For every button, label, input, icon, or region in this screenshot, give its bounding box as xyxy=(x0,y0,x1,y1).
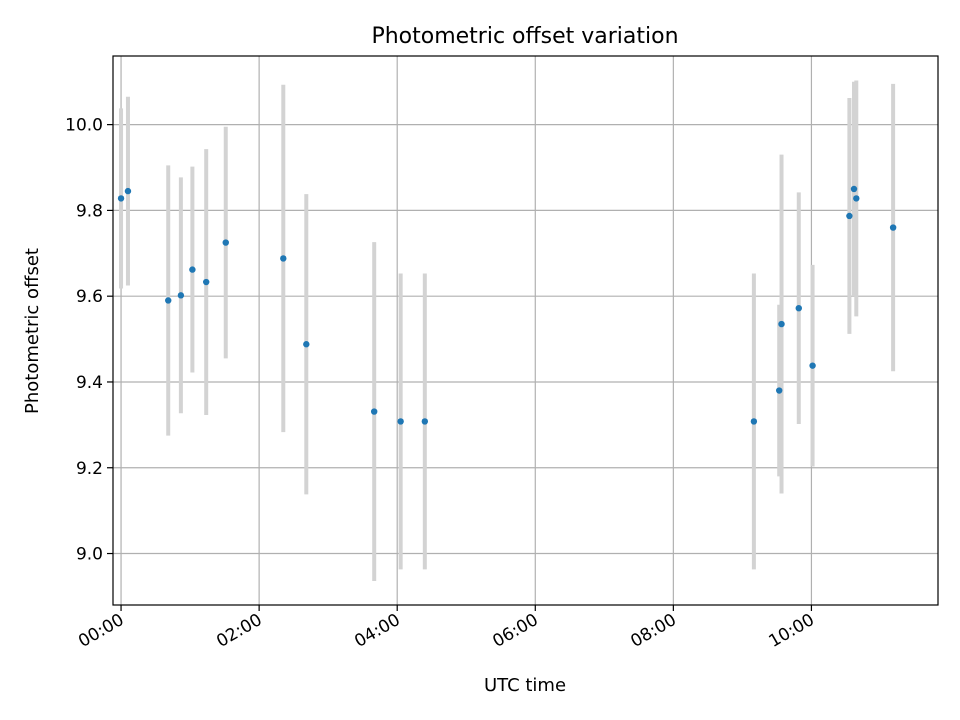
data-point xyxy=(303,341,310,348)
data-point xyxy=(124,187,132,195)
data-point xyxy=(203,278,210,286)
y-tick-label: 9.2 xyxy=(76,459,103,479)
data-point xyxy=(165,297,172,304)
data-point xyxy=(189,266,196,273)
x-axis-label: UTC time xyxy=(484,675,566,696)
y-tick-label: 9.6 xyxy=(76,287,103,307)
data-point xyxy=(177,292,185,299)
y-axis: 9.0 9.2 9.4 9.6 9.8 10.0 xyxy=(65,116,113,565)
data-point xyxy=(778,320,785,328)
y-tick-label: 9.0 xyxy=(76,545,103,565)
data-point xyxy=(889,224,897,231)
plot-frame xyxy=(112,55,939,606)
data-point xyxy=(809,362,816,369)
y-axis-label: Photometric offset xyxy=(22,248,43,414)
y-tick-label: 9.4 xyxy=(76,373,103,393)
data-point xyxy=(750,418,758,425)
data-point xyxy=(850,185,858,193)
data-point xyxy=(222,239,229,246)
data-point xyxy=(421,418,429,425)
data-point xyxy=(280,255,287,262)
y-tick-label: 10.0 xyxy=(65,116,103,136)
data-point xyxy=(370,408,378,415)
y-tick-label: 9.8 xyxy=(76,201,103,221)
chart-title: Photometric offset variation xyxy=(371,24,678,49)
data-point xyxy=(846,212,853,220)
data-point xyxy=(853,195,860,202)
point-layer xyxy=(117,185,897,425)
data-point xyxy=(776,387,783,394)
data-point xyxy=(397,418,404,425)
data-point xyxy=(117,195,125,202)
data-point xyxy=(795,304,802,312)
